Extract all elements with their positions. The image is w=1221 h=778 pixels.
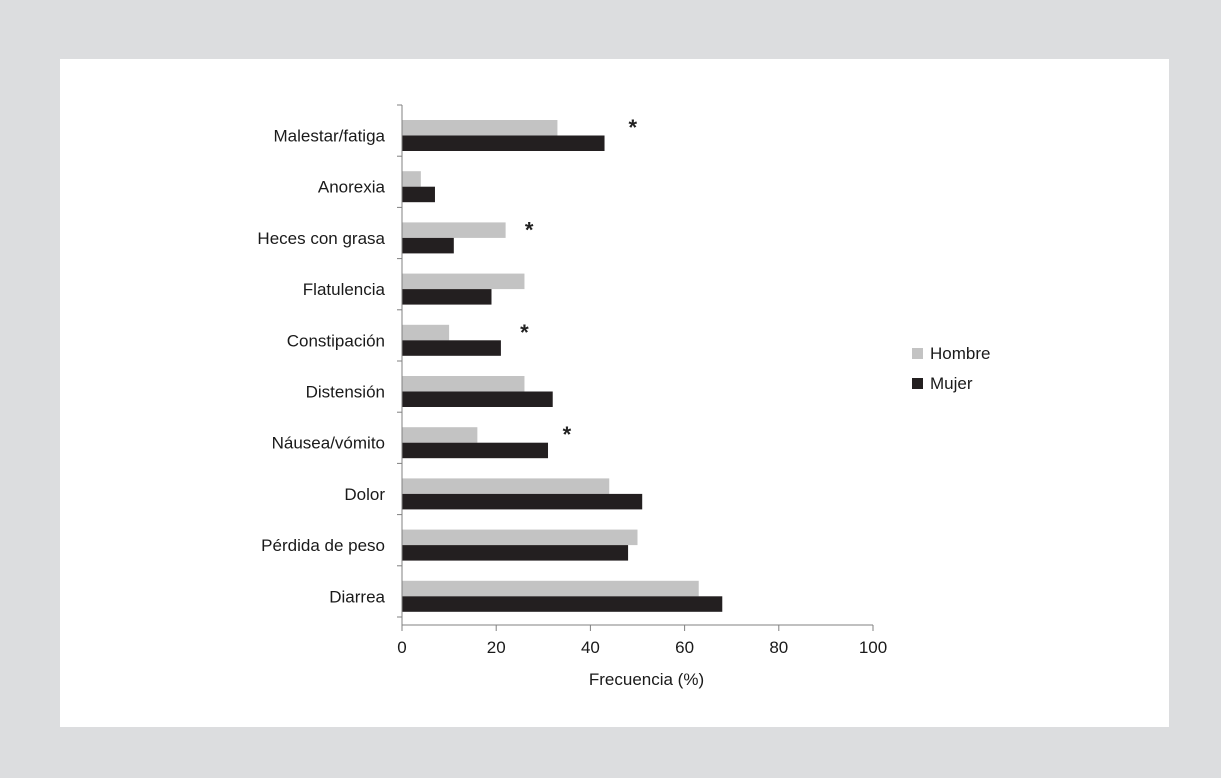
x-axis-title: Frecuencia (%) <box>589 670 704 689</box>
legend-label-hombre: Hombre <box>930 344 990 363</box>
x-tick-label: 0 <box>397 638 406 657</box>
bar-hombre-3 <box>402 273 525 290</box>
bar-hombre-2 <box>402 222 506 238</box>
bar-mujer-4 <box>402 340 501 356</box>
bars-layer <box>402 120 723 612</box>
bar-mujer-2 <box>402 237 454 254</box>
bar-mujer-9 <box>402 596 723 612</box>
bar-hombre-1 <box>402 171 421 187</box>
x-tick-label: 80 <box>769 638 788 657</box>
bar-mujer-3 <box>402 289 492 305</box>
axes-layer <box>397 104 874 631</box>
bar-hombre-5 <box>402 376 525 392</box>
bar-hombre-9 <box>402 580 699 597</box>
bar-mujer-1 <box>402 186 435 203</box>
bar-mujer-8 <box>402 545 629 561</box>
category-label: Diarrea <box>329 587 385 606</box>
x-tick-label: 40 <box>581 638 600 657</box>
legend-swatch-hombre <box>912 348 923 359</box>
x-tick-label: 20 <box>487 638 506 657</box>
category-label: Náusea/vómito <box>272 434 385 453</box>
category-label: Flatulencia <box>303 280 386 299</box>
bar-hombre-8 <box>402 529 638 546</box>
x-tick-label: 100 <box>859 638 887 657</box>
bar-mujer-0 <box>402 135 605 151</box>
bar-hombre-7 <box>402 478 610 494</box>
bar-hombre-0 <box>402 120 558 136</box>
category-label: Constipación <box>287 331 385 350</box>
category-label: Malestar/fatiga <box>274 127 386 146</box>
category-label: Dolor <box>344 485 385 504</box>
category-label: Distensión <box>306 383 385 402</box>
significance-annotation: * <box>563 422 572 447</box>
labels-layer: Malestar/fatiga Anorexia Heces con grasa Fl… <box>257 115 887 689</box>
legend: Hombre Mujer <box>912 344 990 393</box>
legend-swatch-mujer <box>912 378 923 389</box>
bar-mujer-7 <box>402 493 643 510</box>
category-label: Heces con grasa <box>257 229 385 248</box>
significance-annotation: * <box>525 217 534 242</box>
bar-hombre-6 <box>402 427 478 443</box>
legend-label-mujer: Mujer <box>930 374 973 393</box>
bar-mujer-5 <box>402 391 553 407</box>
significance-annotation: * <box>629 115 638 140</box>
category-label: Anorexia <box>318 178 386 197</box>
bar-chart: Malestar/fatiga Anorexia Heces con grasa Fl… <box>257 104 990 689</box>
significance-annotation: * <box>520 320 529 345</box>
category-label: Pérdida de peso <box>261 536 385 555</box>
x-tick-label: 60 <box>675 638 694 657</box>
chart-panel: Malestar/fatiga Anorexia Heces con grasa Fl… <box>60 59 1169 727</box>
bar-hombre-4 <box>402 324 450 341</box>
bar-mujer-6 <box>402 442 549 459</box>
